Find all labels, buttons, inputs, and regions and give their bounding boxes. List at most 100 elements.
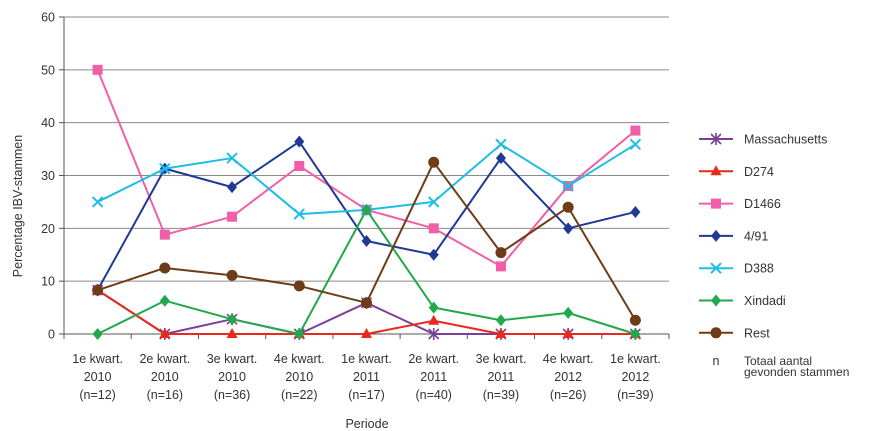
x-tick-label: 4e kwart. 2010 (n=22) [274, 352, 325, 402]
series-d274 [92, 284, 641, 338]
legend-label: Massachusetts [744, 133, 827, 147]
data-point [562, 328, 574, 338]
y-tick-label: 40 [41, 116, 55, 130]
x-tick-label: 2e kwart. 2011 (n=40) [408, 352, 459, 402]
x-tick-label-line: 2010 [218, 370, 246, 384]
x-tick-label: 4e kwart. 2012 (n=26) [543, 352, 594, 402]
legend-label: Xindadi [744, 294, 786, 308]
data-point [159, 262, 171, 274]
x-tick-label: 2e kwart. 2010 (n=16) [139, 352, 190, 402]
data-point [226, 269, 238, 281]
data-point [630, 328, 641, 340]
data-point [361, 297, 372, 309]
series-group [91, 64, 642, 340]
gridlines [64, 16, 669, 282]
data-point [293, 208, 305, 220]
data-point [227, 313, 238, 326]
data-point [428, 223, 439, 234]
data-point [428, 328, 440, 340]
legend-item: 4/91 [699, 229, 768, 243]
legend-swatch-marker [710, 327, 722, 339]
legend-swatch-marker [711, 294, 721, 307]
data-point [294, 160, 305, 171]
data-point [92, 328, 103, 340]
data-point [361, 235, 372, 248]
data-point [629, 314, 641, 326]
x-tick-label-line: (n=17) [348, 388, 384, 402]
data-point [629, 138, 642, 151]
x-axis-title: Periode [345, 417, 388, 431]
x-tick-label-line: 2011 [353, 370, 380, 384]
x-tick-label-line: 2012 [621, 370, 649, 384]
data-point [227, 181, 238, 194]
data-point [294, 328, 305, 340]
x-tick-label: 1e kwart. 2011 (n=17) [341, 352, 392, 402]
y-axis-title: Percentage IBV-stammen [11, 135, 25, 277]
x-tick-label-line: 2010 [84, 370, 112, 384]
data-point [495, 138, 507, 151]
legend-item: Massachusetts [699, 133, 827, 147]
data-point [630, 125, 641, 136]
legend-swatch-marker [711, 198, 721, 209]
data-point [361, 203, 372, 216]
x-tick-label-line: 1e kwart. [610, 352, 661, 366]
x-tick-label-line: 3e kwart. [207, 352, 258, 366]
x-tick-label-line: (n=26) [550, 388, 586, 402]
data-point [293, 280, 305, 292]
legend-note-text: gevonden stammen [744, 365, 849, 379]
x-tick-label-line: 4e kwart. [543, 352, 594, 366]
x-tick-label-line: (n=39) [617, 388, 653, 402]
y-tick-label: 50 [41, 63, 55, 77]
series-xindadi [92, 203, 641, 340]
data-point [428, 196, 440, 208]
data-point [361, 328, 372, 338]
x-tick-label-line: 3e kwart. [476, 352, 527, 366]
data-point [159, 294, 170, 307]
data-point [92, 64, 103, 75]
series-rest [92, 156, 641, 326]
legend: Massachusetts D274 D1466 4/91 D388 Xindadi Res… [699, 133, 850, 379]
data-point [428, 314, 440, 325]
data-point [563, 222, 574, 235]
legend-label: D1466 [744, 197, 781, 211]
data-point [495, 328, 507, 338]
legend-item: Rest [699, 326, 770, 340]
data-point [630, 205, 641, 218]
data-point [495, 261, 506, 272]
data-point [562, 201, 574, 213]
data-point [226, 328, 238, 338]
x-tick-label-line: 4e kwart. [274, 352, 325, 366]
legend-note-symbol: n [713, 354, 720, 368]
legend-item: D388 [699, 262, 774, 276]
y-tick-label: 30 [41, 169, 55, 183]
data-point [159, 328, 171, 338]
data-point [91, 196, 104, 208]
data-point [428, 156, 440, 168]
legend-label: 4/91 [744, 229, 768, 243]
legend-label: D274 [744, 165, 774, 179]
data-point [159, 229, 170, 240]
data-point [495, 152, 506, 165]
y-tick-label: 60 [41, 11, 55, 25]
y-tick-label: 0 [48, 328, 55, 342]
legend-swatch-marker [710, 133, 722, 145]
legend-label: Rest [744, 326, 770, 340]
y-tick-label: 20 [41, 222, 55, 236]
x-tick-label: 1e kwart. 2012 (n=39) [610, 352, 661, 402]
x-tick-label-line: (n=22) [281, 388, 317, 402]
legend-swatch-marker [711, 229, 721, 242]
data-point [227, 211, 238, 222]
x-tick-label-line: (n=40) [415, 388, 451, 402]
data-point [428, 301, 439, 314]
x-axis-ticks: 1e kwart. 2010 (n=12) 2e kwart. 2010 (n=16) 3e… [63, 334, 670, 402]
legend-label: D388 [744, 262, 774, 276]
x-tick-label-line: (n=16) [147, 388, 183, 402]
legend-item: Xindadi [699, 294, 786, 308]
data-point [495, 247, 507, 259]
data-point [159, 162, 171, 175]
legend-swatch-marker [710, 165, 722, 176]
x-tick-label-line: 2011 [420, 370, 447, 384]
data-point [428, 248, 439, 261]
x-tick-label-line: 2e kwart. [139, 352, 190, 366]
